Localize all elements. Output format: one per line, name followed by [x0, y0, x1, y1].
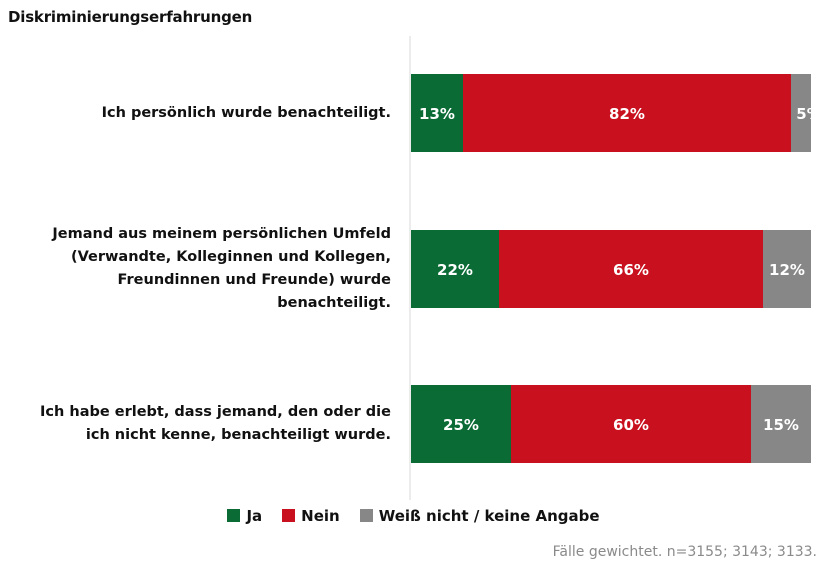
category-label-line: Ich persönlich wurde benachteiligt. [101, 104, 391, 121]
category-label-line: Freundinnen und Freunde) wurde [117, 272, 391, 288]
category-label-line: (Verwandte, Kolleginnen und Kollegen, [71, 249, 391, 265]
legend-swatch [282, 509, 296, 522]
bar-segment-ja-2 [411, 230, 499, 308]
data-label: 22% [437, 261, 473, 279]
category-label-line: Jemand aus meinem persönlichen Umfeld [52, 226, 391, 242]
bar-segment-ja-3 [411, 385, 511, 463]
bar-segment-nein-3 [511, 385, 751, 463]
legend-label: Ja [246, 507, 263, 525]
data-label: 82% [609, 105, 645, 123]
legend-swatch [227, 509, 241, 522]
data-label: 60% [613, 416, 649, 434]
chart-title: Diskriminierungserfahrungen [8, 8, 253, 26]
data-label: 13% [419, 105, 455, 123]
stacked-bar-chart: 13% 82% 5% 22% 66% 12% 25% 60% 15% [409, 36, 821, 500]
legend-swatch [359, 509, 373, 522]
data-label: 66% [613, 261, 649, 279]
category-label-line: Ich habe erlebt, dass jemand, den oder d… [40, 404, 391, 420]
data-label: 15% [763, 416, 799, 434]
bar-segment-weiss-nicht-3 [751, 385, 811, 463]
legend-label: Weiß nicht / keine Angabe [378, 507, 600, 525]
legend-item-3: Weiß nicht / keine Angabe [359, 507, 600, 525]
bar-segment-weiss-nicht-1 [791, 74, 811, 152]
footnote: Fälle gewichtet. n=3155; 3143; 3133. [552, 544, 817, 560]
bar-segment-nein-2 [499, 230, 763, 308]
category-label-3: Ich habe erlebt, dass jemand, den oder d… [1, 401, 391, 447]
category-label-2: Jemand aus meinem persönlichen Umfeld (Ve… [1, 223, 391, 315]
legend-label: Nein [301, 507, 340, 525]
category-label-line: ich nicht kenne, benachteiligt wurde. [85, 427, 391, 443]
chart-legend: Ja Nein Weiß nicht / keine Angabe [0, 507, 827, 525]
bar-segment-ja-1 [411, 74, 463, 152]
category-label-1: Ich persönlich wurde benachteiligt. [1, 102, 391, 125]
bar-segment-nein-1 [463, 74, 791, 152]
data-label: 25% [443, 416, 479, 434]
legend-item-2: Nein [282, 507, 340, 525]
legend-item-1: Ja [227, 507, 262, 525]
bar-segment-weiss-nicht-2 [763, 230, 811, 308]
data-label: 12% [769, 261, 805, 279]
data-label: 5% [796, 105, 821, 123]
category-label-line: benachteiligt. [277, 295, 391, 311]
